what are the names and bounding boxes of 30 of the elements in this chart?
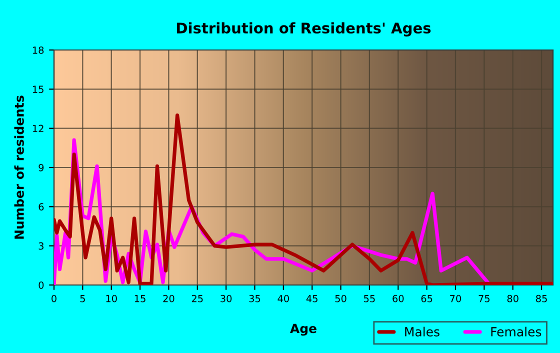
- y-tick-label: 12: [32, 124, 44, 132]
- x-tick-label: 40: [278, 294, 289, 302]
- y-tick-label: 3: [38, 242, 44, 250]
- y-tick-label: 6: [38, 203, 44, 210]
- x-tick-label: 80: [507, 294, 518, 302]
- x-tick-label: 45: [306, 295, 318, 302]
- chart-title: Distribution of Residents' Ages: [177, 22, 431, 36]
- x-tick-label: 25: [192, 294, 203, 302]
- x-tick-label: 60: [392, 294, 404, 302]
- x-tick-label: 5: [80, 295, 85, 302]
- x-tick-label: 55: [364, 295, 375, 302]
- x-tick-label: 75: [478, 295, 490, 302]
- x-tick-label: 30: [220, 294, 232, 302]
- y-axis-title: Number of residents: [14, 96, 24, 239]
- y-tick-label: 9: [38, 164, 44, 172]
- x-tick-label: 0: [52, 294, 56, 302]
- y-tick-label: 0: [38, 281, 44, 289]
- y-tick-label: 15: [32, 86, 44, 93]
- x-tick-label: 65: [421, 294, 432, 302]
- legend-label: Females: [491, 326, 542, 336]
- x-tick-label: 35: [249, 294, 260, 302]
- y-tick-label: 18: [32, 46, 44, 54]
- x-tick-label: 50: [335, 294, 346, 302]
- x-tick-label: 20: [163, 294, 174, 302]
- x-axis-title: Age: [290, 324, 316, 336]
- x-tick-label: 70: [450, 294, 462, 302]
- legend-label: Males: [405, 326, 440, 336]
- x-tick-label: 85: [536, 294, 547, 302]
- x-tick-label: 15: [134, 295, 146, 302]
- x-tick-label: 10: [106, 294, 117, 302]
